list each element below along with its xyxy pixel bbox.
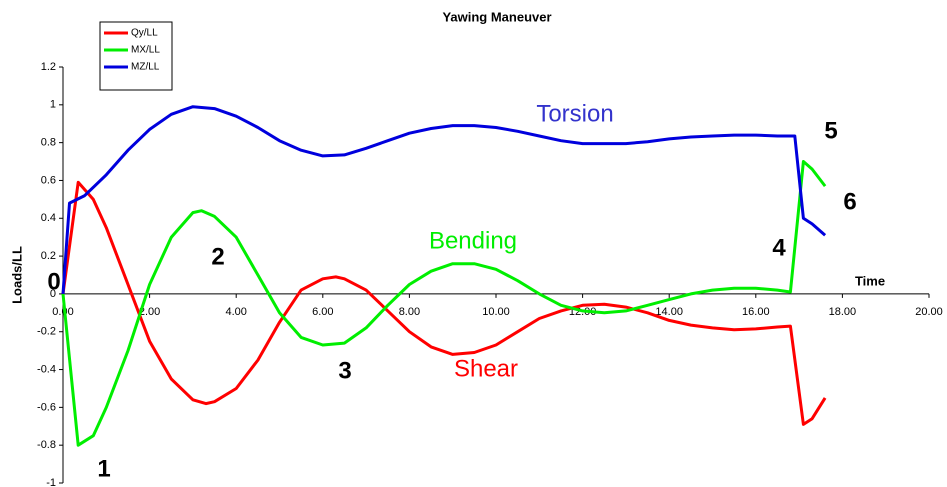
x-tick-label: 0.00 xyxy=(52,306,73,318)
y-tick-label: 0.8 xyxy=(41,137,56,149)
y-axis-label: Loads/LL xyxy=(9,246,24,304)
x-tick-label: 14.00 xyxy=(655,306,683,318)
y-tick-label: 1.2 xyxy=(41,61,56,73)
annotation: Shear xyxy=(454,355,518,382)
legend-label: MX/LL xyxy=(131,45,160,56)
y-tick-label: 0.6 xyxy=(41,174,56,186)
y-tick-label: 1 xyxy=(50,99,56,111)
line-series xyxy=(61,180,827,426)
x-axis-label: Time xyxy=(855,273,885,288)
x-tick-label: 2.00 xyxy=(139,306,160,318)
annotation: Bending xyxy=(429,227,517,254)
x-tick-label: 20.00 xyxy=(915,306,943,318)
x-tick-label: 8.00 xyxy=(399,306,420,318)
annotation: 5 xyxy=(824,117,837,144)
chart-title: Yawing Maneuver xyxy=(442,9,551,24)
annotation: 1 xyxy=(97,455,110,482)
annotation: 3 xyxy=(338,357,351,384)
x-tick-label: 10.00 xyxy=(482,306,510,318)
x-tick-label: 18.00 xyxy=(829,306,857,318)
y-tick-label: 0 xyxy=(50,288,56,300)
x-tick-label: 4.00 xyxy=(225,306,246,318)
annotation: 4 xyxy=(772,234,786,261)
y-tick-label: 0.4 xyxy=(41,212,56,224)
y-tick-label: -0.6 xyxy=(37,401,56,413)
annotation: 6 xyxy=(843,188,856,215)
y-tick-label: -0.4 xyxy=(37,363,56,375)
line-series xyxy=(61,160,827,447)
x-tick-label: 6.00 xyxy=(312,306,333,318)
annotation: 2 xyxy=(211,243,224,270)
line-series xyxy=(61,105,827,295)
y-tick-label: -0.8 xyxy=(37,439,56,451)
x-tick-label: 16.00 xyxy=(742,306,770,318)
legend-label: MZ/LL xyxy=(131,62,160,73)
annotation: Torsion xyxy=(536,100,613,127)
y-tick-label: 0.2 xyxy=(41,250,56,262)
y-tick-label: -1 xyxy=(46,477,56,487)
legend-label: Qy/LL xyxy=(131,28,158,39)
y-tick-label: -0.2 xyxy=(37,326,56,338)
annotation: 0 xyxy=(47,268,60,295)
